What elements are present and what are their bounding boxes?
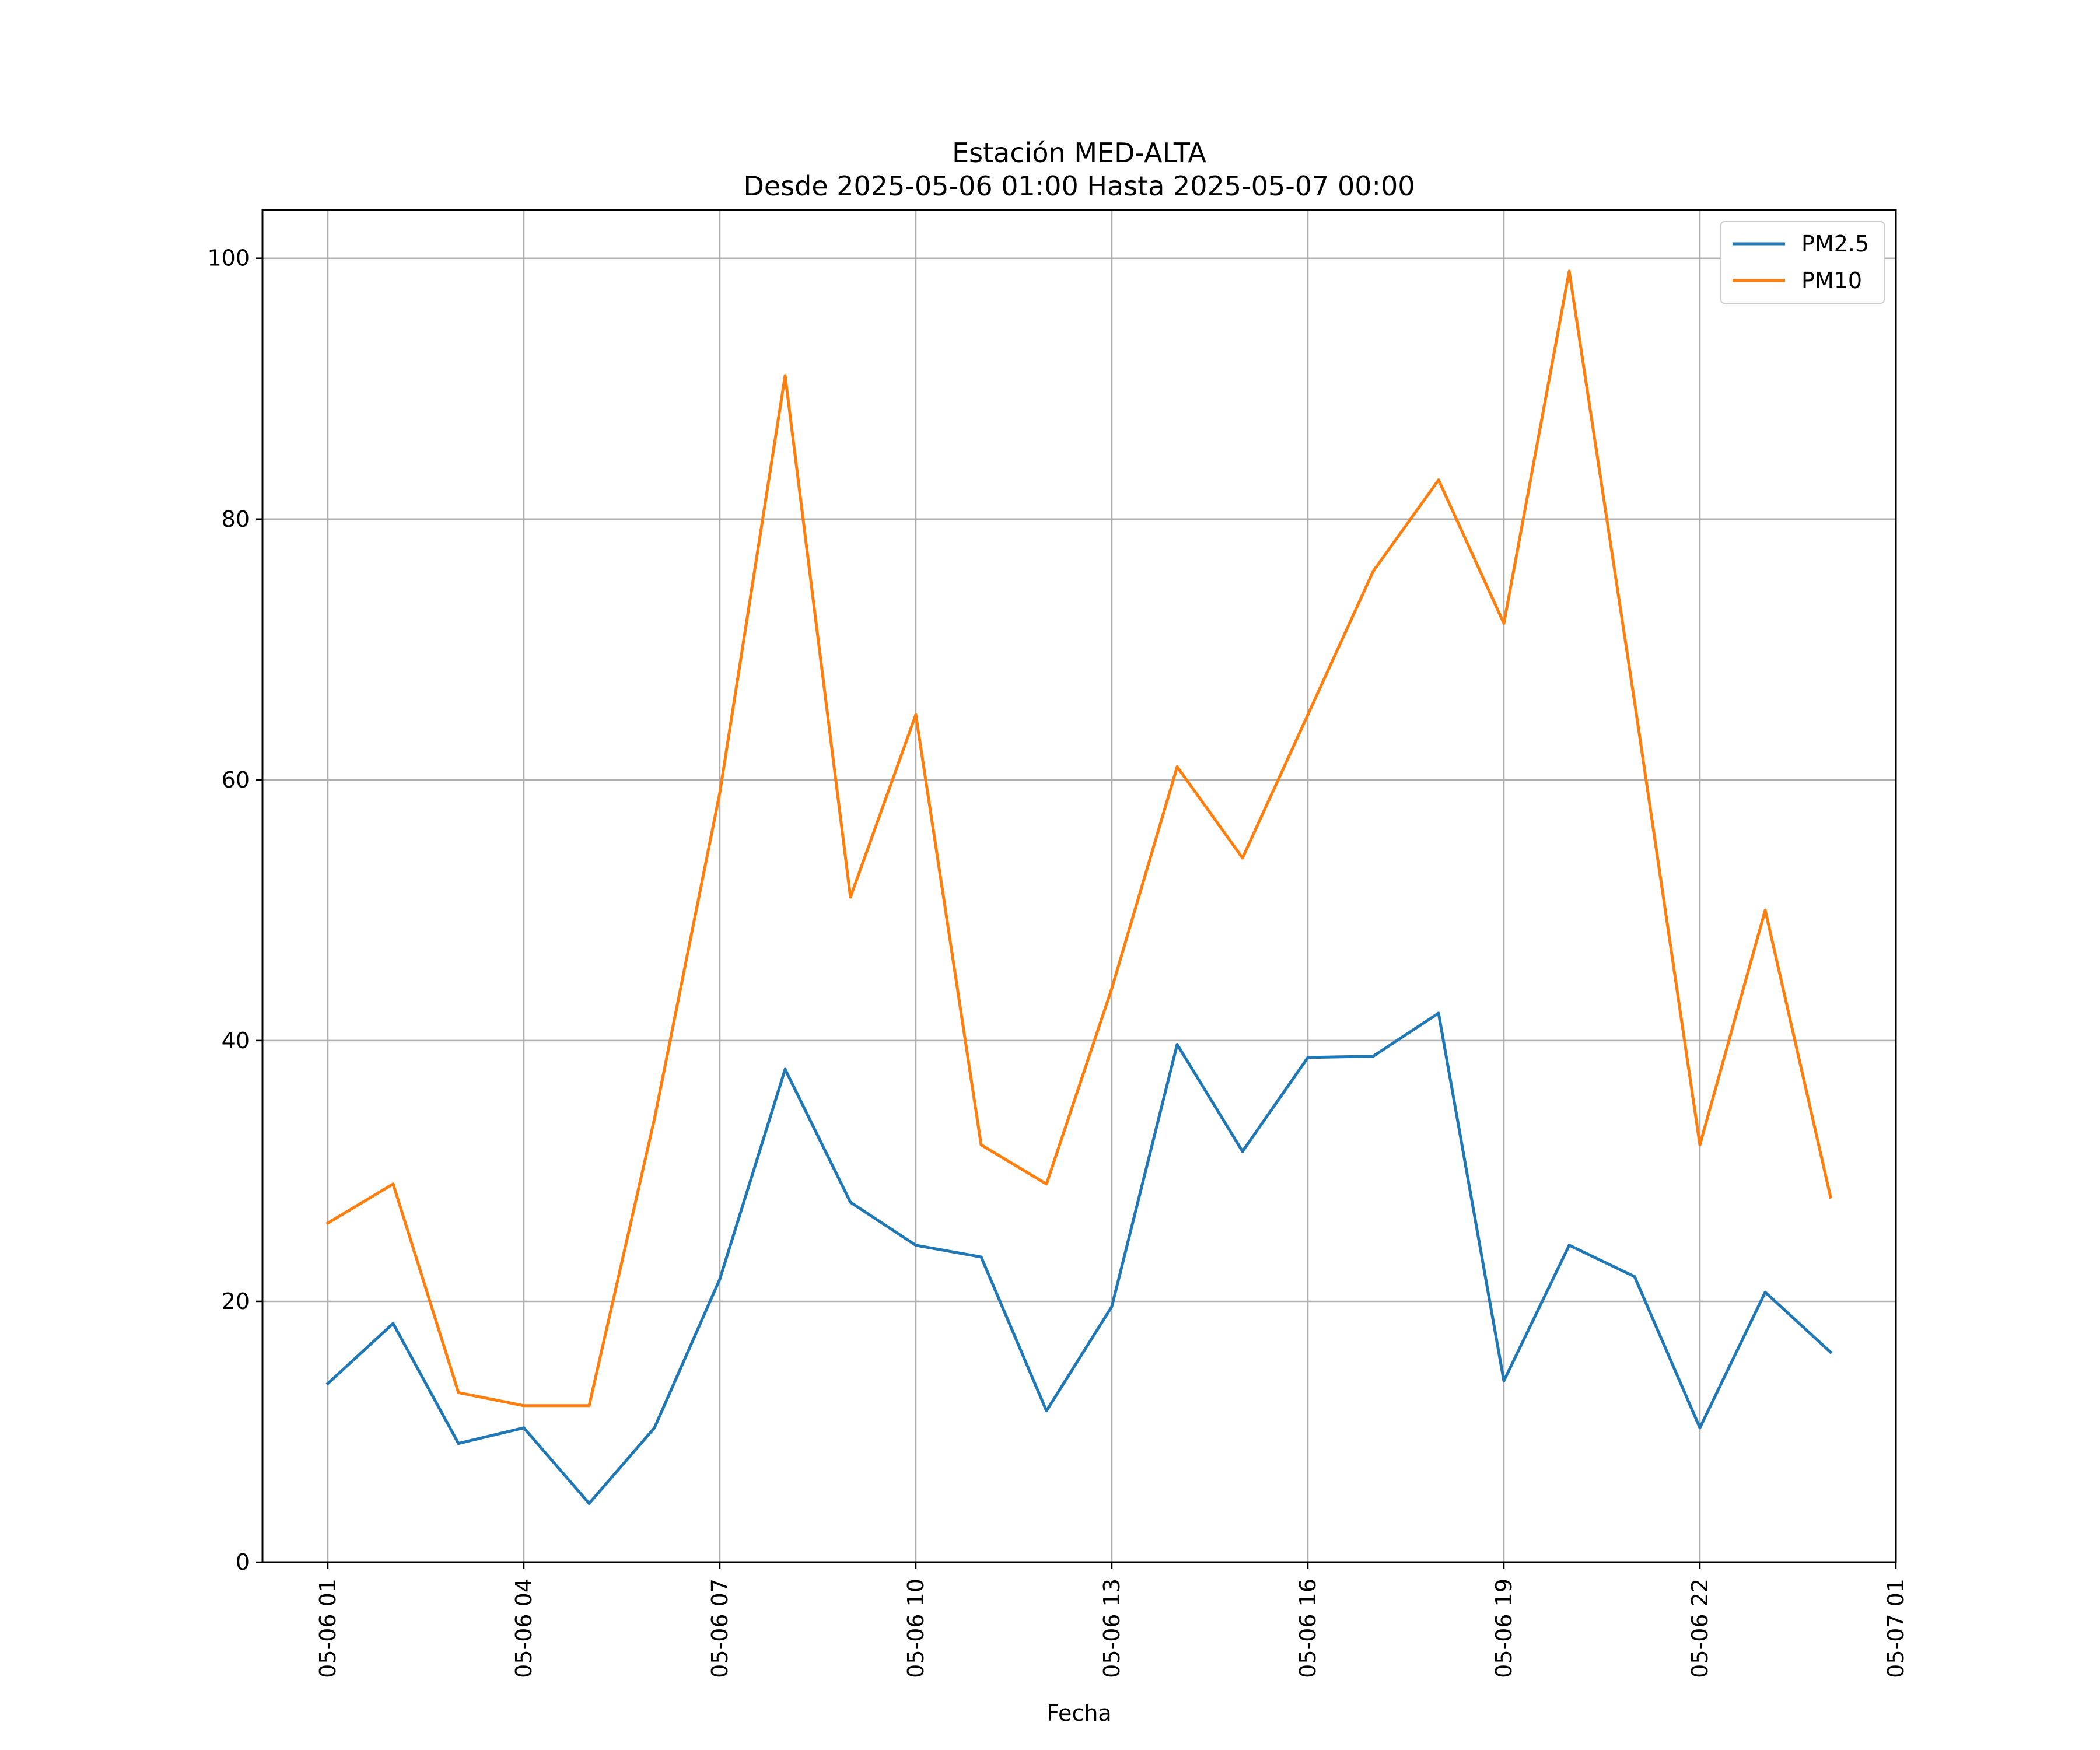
legend-box <box>1720 221 1885 304</box>
data-point <box>979 1143 983 1147</box>
y-tick-label: 60 <box>222 767 250 793</box>
legend-label-pm25: PM2.5 <box>1801 231 1869 257</box>
data-point <box>1633 700 1636 704</box>
data-point <box>1763 1290 1767 1294</box>
data-point <box>391 1322 395 1325</box>
x-tick-label: 05-06 04 <box>511 1578 537 1678</box>
data-point <box>718 791 722 794</box>
x-tick-label: 05-06 01 <box>315 1578 341 1678</box>
data-point <box>783 1068 787 1071</box>
x-axis-label: Fecha <box>1046 1700 1111 1726</box>
data-point <box>1567 270 1571 273</box>
data-point <box>1502 1379 1506 1382</box>
legend: PM2.5 PM10 <box>1720 221 1885 304</box>
data-point <box>587 1404 591 1408</box>
data-point <box>1437 1012 1440 1015</box>
data-point <box>1045 1182 1048 1186</box>
data-point <box>1437 478 1440 482</box>
data-point <box>1698 1143 1702 1147</box>
x-tick-label: 05-06 19 <box>1491 1578 1517 1678</box>
data-point <box>522 1404 526 1408</box>
data-point <box>849 1200 852 1204</box>
data-point <box>1829 1195 1832 1199</box>
data-point <box>326 1222 330 1225</box>
data-point <box>1633 1275 1636 1278</box>
data-point <box>1371 1055 1375 1058</box>
data-point <box>1110 986 1114 990</box>
series-lines <box>326 270 1833 1505</box>
data-point <box>1241 856 1244 860</box>
data-point <box>1371 569 1375 573</box>
data-point <box>587 1502 591 1505</box>
data-point <box>457 1442 460 1446</box>
chart-subtitle: Desde 2025-05-06 01:00 Hasta 2025-05-07 … <box>743 170 1415 202</box>
y-tick-label: 0 <box>236 1549 250 1575</box>
data-point <box>1829 1350 1832 1354</box>
data-point <box>1045 1409 1048 1413</box>
axis-ticks: 05-06 01 05-06 04 05-06 07 05-06 10 05-06 13… <box>207 246 1909 1678</box>
x-tick-label: 05-07 01 <box>1883 1578 1909 1678</box>
data-point <box>1110 1305 1114 1308</box>
x-tick-label: 05-06 22 <box>1687 1578 1713 1678</box>
data-point <box>914 713 918 716</box>
data-point <box>457 1391 460 1394</box>
y-tick-label: 80 <box>222 506 250 532</box>
data-point <box>979 1255 983 1259</box>
x-tick-label: 05-06 10 <box>903 1578 929 1678</box>
data-point <box>718 1278 722 1281</box>
data-point <box>653 1117 656 1121</box>
data-point <box>653 1426 656 1430</box>
data-point <box>391 1182 395 1186</box>
data-point <box>1241 1150 1244 1153</box>
y-tick-label: 40 <box>222 1028 250 1054</box>
x-tick-label: 05-06 13 <box>1099 1578 1125 1678</box>
series-line-pm10 <box>326 270 1832 1408</box>
data-point <box>1698 1426 1702 1430</box>
data-point <box>1306 1056 1310 1059</box>
data-point <box>326 1382 330 1385</box>
data-point <box>1306 713 1310 716</box>
data-point <box>849 895 852 899</box>
data-point <box>1175 1043 1179 1046</box>
x-tick-label: 05-06 16 <box>1295 1578 1321 1678</box>
x-tick-label: 05-06 07 <box>707 1578 733 1678</box>
data-point <box>1567 1244 1571 1247</box>
legend-label-pm10: PM10 <box>1801 268 1862 293</box>
chart-title: Estación MED-ALTA <box>952 137 1206 169</box>
data-point <box>522 1426 526 1430</box>
data-point <box>1502 622 1506 625</box>
plot-frame <box>261 209 1897 1563</box>
data-point <box>1763 908 1767 912</box>
grid <box>262 210 1897 1563</box>
data-point <box>1175 765 1179 768</box>
y-tick-label: 100 <box>207 246 250 271</box>
y-tick-label: 20 <box>222 1289 250 1314</box>
data-point <box>914 1244 918 1247</box>
data-point <box>783 374 787 377</box>
series-line-pm25 <box>326 1012 1833 1505</box>
